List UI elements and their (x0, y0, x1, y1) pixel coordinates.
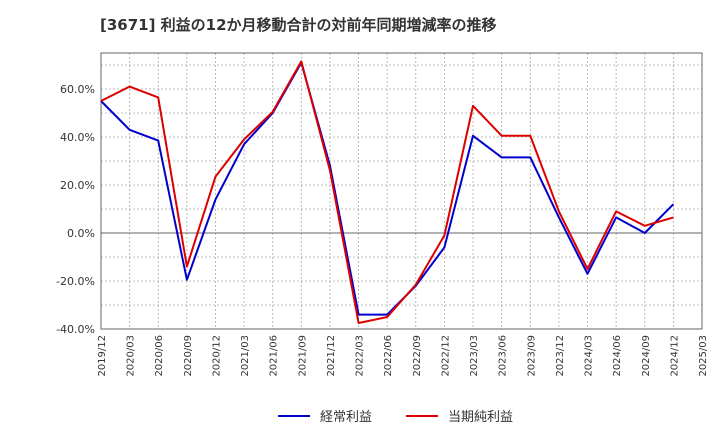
x-tick-label: 2022/12 (440, 335, 451, 377)
x-tick-label: 2021/09 (297, 335, 308, 377)
y-tick-label: 40.0% (60, 131, 95, 144)
chart-title: [3671] 利益の12か月移動合計の対前年同期増減率の推移 (100, 16, 497, 34)
x-tick-label: 2022/09 (412, 335, 423, 377)
x-tick-label: 2024/06 (612, 335, 623, 377)
x-tick-label: 2021/12 (326, 335, 337, 377)
x-tick-labels: 2019/12 2020/03 2020/06 2020/09 2020/12 2021/… (97, 335, 709, 377)
x-tick-label: 2024/03 (584, 335, 595, 377)
x-tick-label: 2023/09 (526, 335, 537, 377)
x-tick-label: 2020/03 (126, 335, 137, 377)
x-tick-label: 2023/12 (555, 335, 566, 377)
x-tick-label: 2022/03 (355, 335, 366, 377)
y-tick-label: 0.0% (67, 227, 95, 240)
legend: 経常利益 当期純利益 (278, 410, 513, 425)
x-tick-label: 2023/03 (469, 335, 480, 377)
x-tick-label: 2022/06 (383, 335, 394, 377)
plot-frame (100, 52, 703, 330)
grid-lines (101, 53, 702, 329)
x-tick-label: 2021/06 (269, 335, 280, 377)
x-tick-label: 2020/06 (154, 335, 165, 377)
y-tick-label: -20.0% (56, 275, 95, 288)
x-tick-label: 2025/03 (698, 335, 709, 377)
series-line-1 (100, 60, 674, 324)
y-tick-labels: 60.0% 40.0% 20.0% 0.0% -20.0% -40.0% (56, 83, 95, 336)
x-tick-label: 2021/03 (240, 335, 251, 377)
x-tick-label: 2024/12 (669, 335, 680, 377)
y-tick-label: 20.0% (60, 179, 95, 192)
x-tick-label: 2023/06 (498, 335, 509, 377)
x-tick-label: 2020/09 (183, 335, 194, 377)
y-tick-label: -40.0% (56, 323, 95, 336)
series-line-0 (100, 61, 675, 316)
x-tick-label: 2019/12 (97, 335, 108, 377)
legend-label-0: 経常利益 (320, 410, 372, 425)
x-tick-label: 2024/09 (641, 335, 652, 377)
legend-label-1: 当期純利益 (448, 410, 513, 425)
axes (100, 52, 703, 330)
y-tick-label: 60.0% (60, 83, 95, 96)
series-lines (100, 60, 675, 324)
x-tick-label: 2020/12 (211, 335, 222, 377)
